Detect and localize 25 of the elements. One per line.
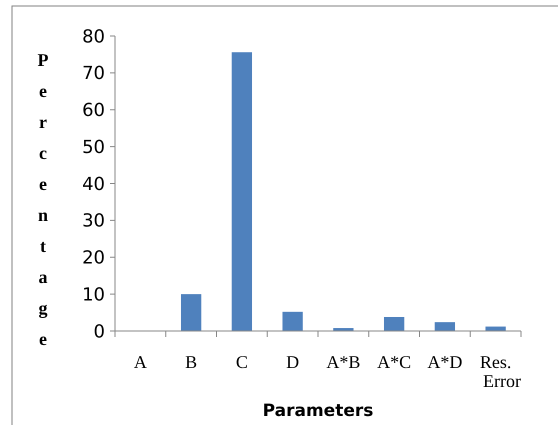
text: Percentage [38, 50, 48, 349]
bar [180, 294, 202, 331]
y-tick-label: 70 [82, 63, 105, 84]
x-tick-label: A*C [377, 352, 412, 372]
x-tick-label: C [236, 352, 248, 372]
x-tick-label: Res. Error [480, 352, 521, 391]
y-tick-label: 40 [82, 174, 105, 195]
x-tick-label: A [134, 352, 147, 372]
y-tick-label: 30 [82, 210, 105, 232]
bar [282, 312, 303, 331]
bar [485, 326, 506, 331]
bar [434, 322, 456, 331]
x-axis-title: Parameters [262, 401, 374, 421]
x-tick-label: B [185, 352, 198, 372]
x-tick-label: A*B [326, 352, 360, 372]
y-tick-label: 80 [82, 26, 105, 48]
bar [232, 52, 252, 331]
y-tick-label: 10 [82, 284, 105, 306]
x-tick-label: A*D [427, 352, 462, 372]
y-tick-label: 50 [82, 136, 105, 158]
y-tick-label: 20 [82, 248, 105, 269]
y-tick-label: 60 [82, 100, 105, 122]
y-tick-label: 0 [94, 321, 105, 342]
x-tick-label: D [286, 352, 300, 372]
bar [384, 316, 404, 331]
